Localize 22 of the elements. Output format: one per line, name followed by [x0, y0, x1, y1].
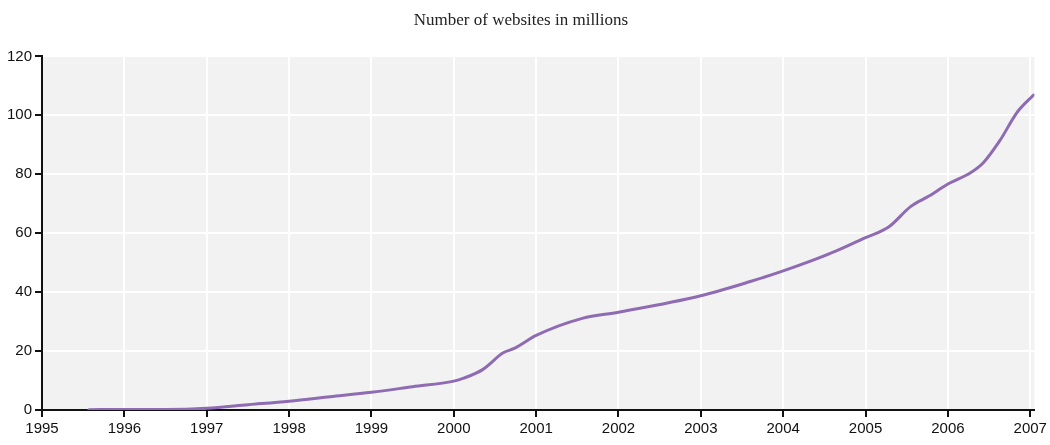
chart-title: Number of websites in millions: [413, 9, 629, 29]
y-tick-label: 20: [15, 341, 33, 359]
x-tick-label: 2001: [519, 419, 553, 437]
x-tick-label: 1997: [190, 419, 224, 437]
y-tick-label: 40: [15, 282, 33, 300]
y-tick-label: 60: [15, 223, 33, 241]
x-tick-label: 1996: [107, 419, 142, 437]
y-tick-label: 120: [7, 46, 33, 64]
x-tick-label: 1995: [25, 419, 59, 437]
y-tick-label: 0: [23, 400, 33, 418]
x-tick-label: 1999: [354, 419, 389, 437]
x-tick-label: 2005: [848, 419, 883, 437]
x-tick-label: 2003: [684, 419, 718, 437]
x-tick-label: 1998: [272, 419, 306, 437]
x-tick-label: 2004: [766, 419, 800, 437]
x-tick-label: 2006: [931, 419, 965, 437]
x-tick-label: 2000: [437, 419, 471, 437]
line-series: [87, 93, 1035, 410]
y-tick-label: 80: [15, 164, 33, 182]
x-tick-label: 2002: [601, 419, 636, 437]
x-tick-label: 2007: [1013, 419, 1047, 437]
y-tick-label: 100: [7, 105, 33, 123]
